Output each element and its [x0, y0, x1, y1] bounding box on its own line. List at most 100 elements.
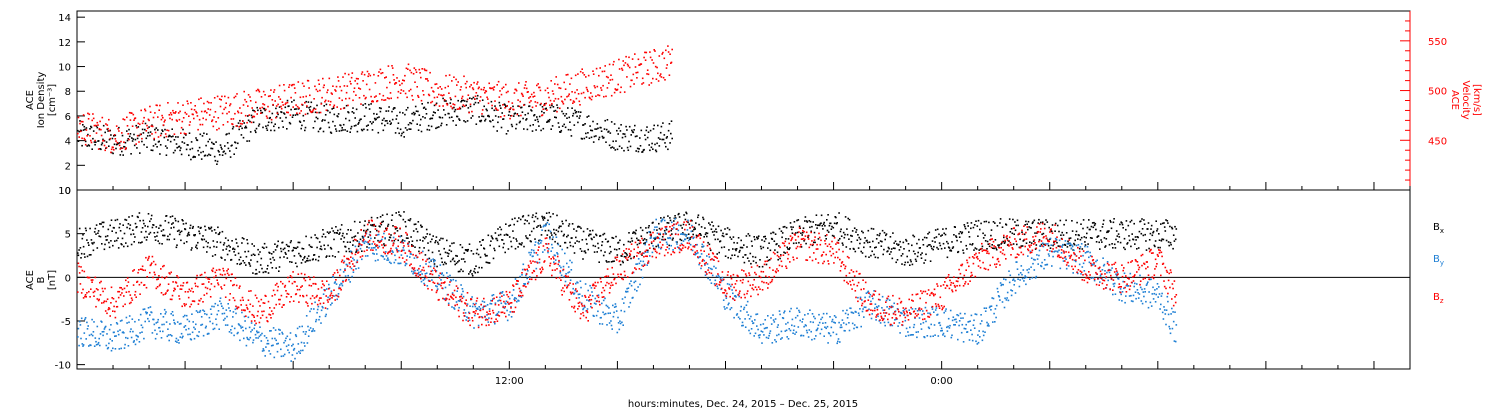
- by-point: [548, 223, 550, 226]
- density-point: [539, 103, 542, 106]
- bx-point: [696, 235, 698, 237]
- velocity-point: [603, 70, 606, 73]
- density-point: [406, 129, 408, 131]
- bx-point: [704, 233, 707, 236]
- bx-point: [667, 215, 669, 217]
- density-point: [188, 132, 191, 134]
- bx-point: [881, 240, 883, 243]
- density-point: [233, 153, 235, 155]
- bx-point: [1100, 239, 1102, 241]
- density-point: [84, 128, 86, 131]
- velocity-point: [491, 104, 493, 107]
- by-point: [104, 325, 107, 328]
- by-point: [282, 355, 285, 357]
- by-point: [130, 336, 133, 339]
- bx-point: [1045, 219, 1047, 221]
- by-point: [1043, 267, 1045, 270]
- bx-point: [169, 216, 172, 218]
- density-point: [179, 149, 181, 152]
- density-point: [460, 100, 462, 103]
- bx-point: [376, 217, 379, 219]
- bx-point: [369, 231, 372, 233]
- bx-point: [791, 232, 794, 234]
- bx-point: [702, 216, 704, 219]
- by-point: [753, 335, 755, 337]
- velocity-point: [94, 139, 96, 142]
- velocity-point: [123, 141, 125, 143]
- bx-point: [1008, 218, 1011, 220]
- by-point: [430, 259, 432, 261]
- by-point: [133, 340, 135, 342]
- by-point: [781, 337, 783, 339]
- bx-point: [457, 270, 460, 273]
- bx-point: [1155, 220, 1157, 222]
- density-point: [172, 135, 174, 138]
- velocity-point: [167, 129, 170, 132]
- by-point: [733, 316, 735, 319]
- density-point: [388, 106, 390, 108]
- bx-point: [1073, 242, 1075, 245]
- velocity-point: [476, 83, 478, 85]
- velocity-point: [335, 90, 337, 92]
- bx-point: [772, 231, 775, 234]
- density-point: [382, 129, 385, 132]
- density-point: [525, 119, 527, 121]
- by-point: [617, 316, 619, 319]
- bx-point: [399, 215, 402, 217]
- bx-point: [158, 242, 161, 245]
- by-point: [861, 299, 863, 301]
- bx-point: [233, 251, 235, 253]
- by-point: [505, 303, 507, 305]
- bx-point: [839, 230, 842, 233]
- by-point: [684, 238, 687, 241]
- velocity-point: [144, 109, 147, 112]
- velocity-point: [329, 104, 331, 106]
- by-point: [524, 283, 527, 285]
- by-point: [777, 324, 779, 326]
- by-point: [582, 307, 585, 310]
- density-point: [492, 119, 494, 121]
- density-point: [625, 125, 627, 128]
- by-point: [1007, 299, 1010, 302]
- density-point: [452, 120, 454, 122]
- bx-point: [1030, 242, 1033, 244]
- velocity-point: [457, 81, 459, 83]
- velocity-point: [238, 125, 240, 128]
- bx-point: [366, 228, 369, 231]
- bx-point: [564, 241, 567, 244]
- density-point: [182, 128, 184, 131]
- density-point: [570, 135, 573, 137]
- by-point: [167, 328, 169, 330]
- bx-point: [548, 211, 550, 214]
- density-point: [267, 121, 270, 124]
- bx-point: [572, 245, 574, 248]
- by-point: [1052, 255, 1054, 258]
- by-point: [399, 235, 401, 238]
- bx-point: [973, 249, 975, 251]
- velocity-point: [350, 76, 353, 79]
- by-point: [250, 330, 252, 333]
- density-point: [312, 127, 315, 129]
- density-point: [631, 129, 633, 132]
- density-point: [94, 143, 96, 146]
- by-point: [661, 219, 663, 221]
- by-point: [162, 316, 165, 318]
- by-point: [491, 294, 493, 297]
- by-point: [285, 345, 288, 348]
- bx-point: [183, 242, 185, 245]
- bx-point: [953, 234, 955, 236]
- bx-point: [1021, 231, 1023, 233]
- bx-point: [761, 239, 763, 241]
- density-point: [494, 115, 497, 117]
- velocity-point: [332, 106, 335, 108]
- bx-point: [302, 248, 305, 250]
- density-point: [616, 148, 619, 151]
- bx-point: [849, 248, 851, 250]
- density-point: [474, 101, 477, 104]
- velocity-point: [503, 115, 506, 117]
- by-point: [294, 334, 297, 336]
- density-point: [640, 129, 643, 132]
- bx-point: [128, 216, 130, 218]
- bx-point: [207, 242, 209, 244]
- density-point: [661, 138, 663, 141]
